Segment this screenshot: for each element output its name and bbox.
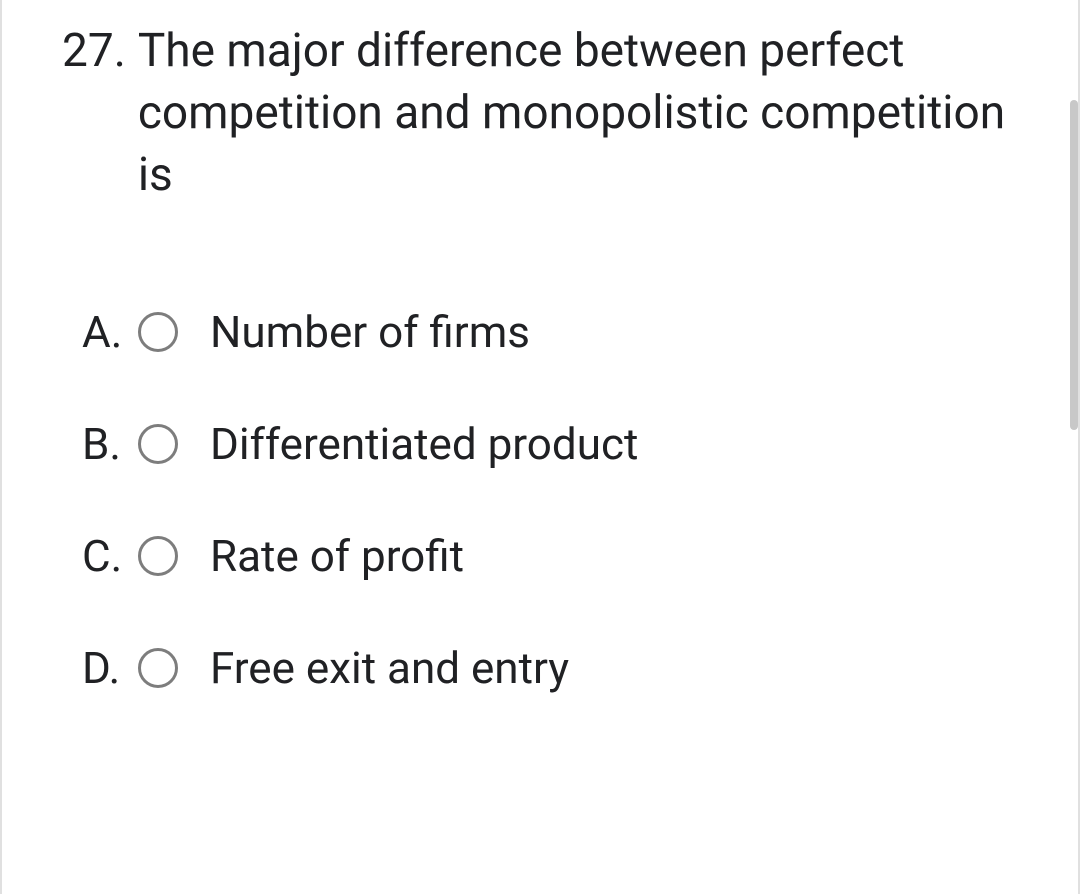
question-container: 27. The major difference between perfect… [0, 0, 1080, 894]
options-list: A. Number of firms B. Differentiated pro… [82, 306, 1018, 694]
radio-b[interactable] [138, 424, 178, 464]
scrollbar-thumb[interactable] [1070, 100, 1078, 430]
question-text: The major difference between perfect com… [138, 20, 1018, 206]
radio-d[interactable] [138, 648, 178, 688]
question-block: 27. The major difference between perfect… [62, 20, 1018, 206]
option-text: Number of firms [210, 306, 530, 358]
option-d: D. Free exit and entry [82, 642, 1018, 694]
option-text: Free exit and entry [210, 642, 569, 694]
question-number: 27. [62, 20, 126, 82]
option-letter: C. [82, 530, 138, 582]
option-text: Differentiated product [210, 418, 638, 470]
option-letter: A. [82, 306, 138, 358]
option-text: Rate of profit [210, 530, 464, 582]
scrollbar-track[interactable] [1068, 0, 1078, 894]
option-a: A. Number of firms [82, 306, 1018, 358]
option-letter: D. [82, 642, 138, 694]
option-b: B. Differentiated product [82, 418, 1018, 470]
option-c: C. Rate of profit [82, 530, 1018, 582]
radio-c[interactable] [138, 536, 178, 576]
radio-a[interactable] [138, 312, 178, 352]
option-letter: B. [82, 418, 138, 470]
